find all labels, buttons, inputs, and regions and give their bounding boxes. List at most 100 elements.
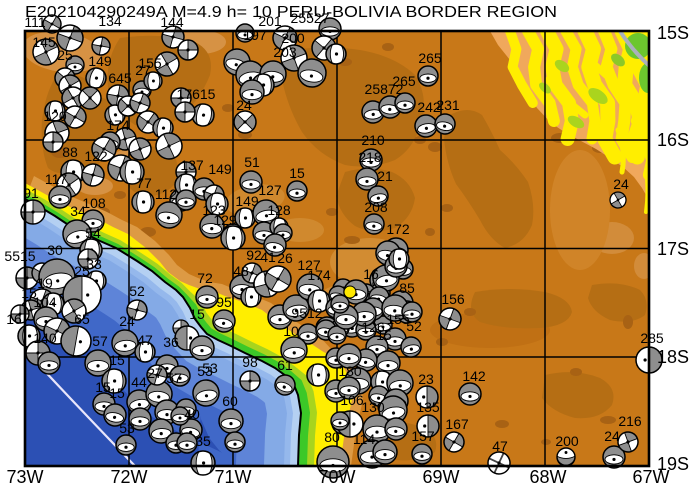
- svg-text:10: 10: [283, 323, 299, 339]
- svg-text:16: 16: [6, 311, 22, 327]
- svg-text:645: 645: [108, 70, 132, 86]
- svg-text:123: 123: [202, 202, 226, 218]
- svg-text:24: 24: [236, 97, 252, 113]
- svg-text:157: 157: [411, 428, 435, 444]
- svg-text:57: 57: [166, 370, 182, 386]
- svg-text:52: 52: [406, 318, 422, 334]
- svg-text:137: 137: [180, 157, 204, 173]
- svg-text:73W: 73W: [6, 467, 43, 487]
- svg-text:127: 127: [258, 182, 282, 198]
- svg-text:149: 149: [88, 53, 112, 69]
- svg-text:92: 92: [246, 247, 262, 263]
- svg-text:142: 142: [462, 368, 486, 384]
- svg-text:108: 108: [82, 195, 106, 211]
- svg-text:19S: 19S: [657, 454, 689, 474]
- svg-text:106: 106: [340, 392, 364, 408]
- svg-text:23: 23: [418, 371, 434, 387]
- svg-text:E202104290249A M=4.9 h= 10 PER: E202104290249A M=4.9 h= 10 PERU-BOLIVIA …: [25, 4, 557, 21]
- svg-text:134: 134: [98, 13, 122, 29]
- svg-text:15: 15: [109, 385, 125, 401]
- svg-text:15: 15: [109, 352, 125, 368]
- svg-text:70W: 70W: [318, 467, 355, 487]
- svg-text:54: 54: [85, 225, 101, 241]
- svg-text:156: 156: [441, 291, 465, 307]
- svg-text:25872: 25872: [365, 81, 404, 97]
- svg-text:129: 129: [213, 212, 237, 228]
- svg-text:24: 24: [604, 428, 620, 444]
- svg-text:21: 21: [377, 168, 393, 184]
- svg-text:33: 33: [86, 256, 102, 272]
- svg-text:26: 26: [277, 250, 293, 266]
- svg-text:174: 174: [106, 117, 130, 133]
- svg-text:140: 140: [33, 330, 57, 346]
- svg-text:69W: 69W: [422, 467, 459, 487]
- svg-text:44: 44: [131, 374, 147, 390]
- svg-text:53: 53: [197, 363, 213, 379]
- svg-text:98: 98: [242, 354, 258, 370]
- svg-text:145: 145: [32, 34, 56, 50]
- svg-text:15: 15: [189, 306, 205, 322]
- svg-text:112: 112: [155, 186, 178, 202]
- svg-text:210: 210: [361, 132, 385, 148]
- svg-text:144: 144: [160, 14, 184, 30]
- svg-text:200: 200: [555, 433, 579, 449]
- svg-text:80: 80: [324, 429, 340, 445]
- svg-text:85: 85: [399, 280, 415, 296]
- svg-text:174: 174: [307, 267, 331, 283]
- svg-text:72W: 72W: [110, 467, 147, 487]
- svg-text:242: 242: [417, 99, 441, 115]
- svg-text:111: 111: [24, 14, 45, 30]
- svg-text:71W: 71W: [214, 467, 251, 487]
- svg-text:127: 127: [297, 257, 321, 273]
- svg-text:35: 35: [195, 433, 211, 449]
- svg-text:130: 130: [361, 399, 385, 415]
- svg-text:24: 24: [613, 176, 629, 192]
- svg-text:61: 61: [277, 357, 293, 373]
- svg-text:72: 72: [197, 270, 213, 286]
- svg-text:197: 197: [243, 27, 267, 43]
- svg-text:203: 203: [273, 44, 297, 60]
- svg-text:15: 15: [95, 379, 111, 395]
- svg-text:167: 167: [445, 416, 469, 432]
- svg-text:16: 16: [363, 266, 379, 282]
- svg-text:27: 27: [147, 365, 163, 381]
- svg-text:5515: 5515: [4, 248, 35, 264]
- svg-text:201: 201: [258, 13, 282, 29]
- svg-text:114: 114: [353, 431, 376, 447]
- svg-text:40: 40: [184, 406, 200, 422]
- svg-text:149: 149: [235, 193, 259, 209]
- svg-text:57: 57: [92, 333, 108, 349]
- svg-text:17615: 17615: [177, 86, 216, 102]
- svg-text:88: 88: [62, 144, 78, 160]
- svg-text:30: 30: [47, 242, 63, 258]
- svg-text:172: 172: [386, 221, 410, 237]
- svg-text:149: 149: [208, 161, 232, 177]
- svg-text:17S: 17S: [657, 239, 689, 259]
- svg-text:77: 77: [136, 175, 152, 191]
- svg-text:265: 265: [418, 50, 442, 66]
- svg-text:25527: 25527: [291, 10, 330, 26]
- svg-text:60: 60: [222, 393, 238, 409]
- svg-text:200: 200: [281, 30, 305, 46]
- svg-text:208: 208: [364, 199, 388, 215]
- svg-text:47: 47: [137, 332, 153, 348]
- svg-text:19: 19: [37, 275, 53, 291]
- svg-text:135: 135: [416, 399, 440, 415]
- svg-text:51: 51: [244, 154, 260, 170]
- svg-text:216: 216: [618, 413, 642, 429]
- svg-text:91: 91: [23, 185, 39, 201]
- svg-text:122: 122: [84, 148, 108, 164]
- svg-text:126: 126: [361, 319, 385, 335]
- svg-text:67W: 67W: [632, 467, 669, 487]
- svg-text:68W: 68W: [529, 467, 566, 487]
- svg-text:18S: 18S: [657, 347, 689, 367]
- svg-text:15S: 15S: [657, 23, 689, 43]
- svg-text:65: 65: [74, 311, 90, 327]
- svg-text:218: 218: [358, 149, 382, 165]
- svg-text:15: 15: [289, 165, 305, 181]
- svg-text:265: 265: [392, 73, 416, 89]
- svg-text:104: 104: [33, 294, 57, 310]
- svg-text:41: 41: [260, 249, 276, 265]
- svg-text:24: 24: [119, 313, 135, 329]
- svg-text:53: 53: [119, 420, 135, 436]
